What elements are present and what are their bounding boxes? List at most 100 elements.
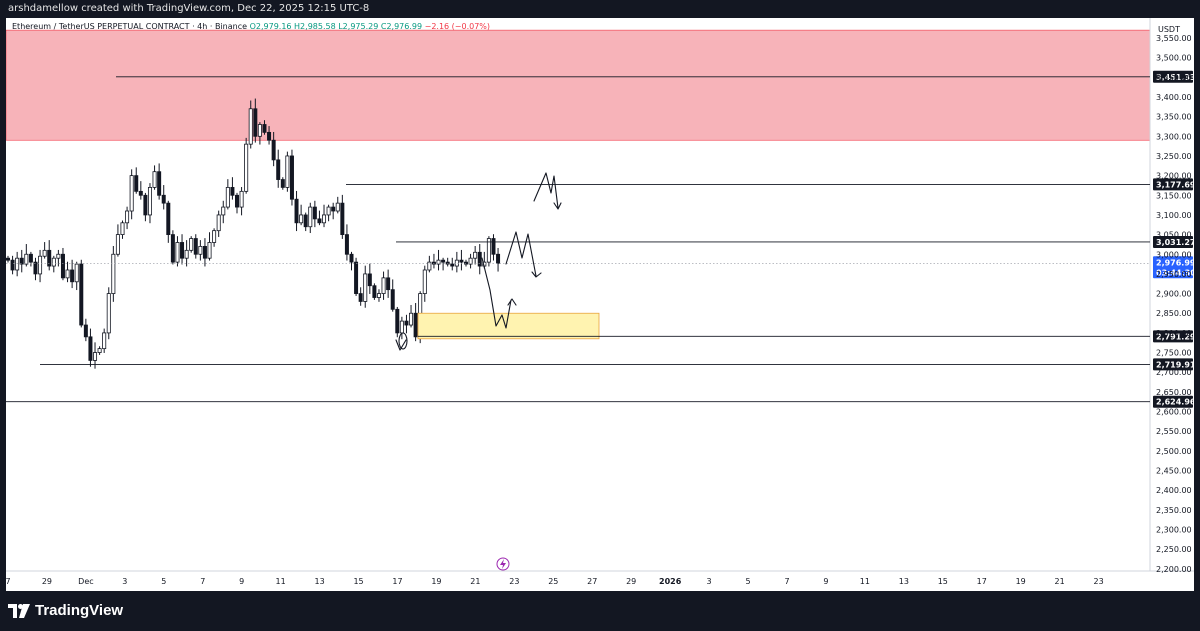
- candle-down: [496, 253, 501, 264]
- candle-up: [335, 202, 340, 212]
- candle-up: [468, 257, 473, 265]
- y-tick-label: 3,350.00: [1156, 113, 1192, 122]
- candle-down: [262, 124, 267, 133]
- candle-down: [413, 312, 418, 338]
- candle-up: [97, 348, 102, 353]
- candle-down: [390, 289, 395, 310]
- candle-down: [491, 238, 496, 255]
- y-tick-label: 2,500.00: [1156, 447, 1192, 456]
- y-tick-label: 3,300.00: [1156, 132, 1192, 141]
- x-tick-label: 21: [470, 577, 480, 586]
- x-tick-label: 3: [707, 577, 712, 586]
- candle-down: [386, 277, 391, 291]
- candle-down: [367, 273, 372, 287]
- candle-up: [322, 214, 327, 224]
- x-tick-label: 21: [1055, 577, 1065, 586]
- candle-up: [239, 190, 244, 208]
- demand-zone: [417, 312, 600, 340]
- candle-up: [74, 263, 79, 283]
- candle-up: [198, 245, 203, 255]
- candle-up: [285, 155, 290, 188]
- candle-down: [303, 214, 308, 228]
- candle-down: [6, 257, 10, 261]
- level-badge: [1153, 235, 1193, 248]
- ohlc-values: O2,979.16 H2,985.58 L2,975.29 C2,976.99: [249, 22, 423, 31]
- candle-down: [47, 249, 52, 267]
- candle-up: [225, 187, 230, 208]
- x-tick-label: 15: [938, 577, 948, 586]
- candle-down: [157, 171, 162, 196]
- candle-down: [161, 194, 166, 204]
- countdown-label: 03:44:30: [1156, 268, 1194, 277]
- y-tick-label: 3,500.00: [1156, 54, 1192, 63]
- chart-canvas[interactable]: 3,451.33 3,177.69 3,031.27 2,791.29 2,719.91…: [6, 18, 1194, 591]
- y-tick-label: 3,050.00: [1156, 231, 1192, 240]
- candle-up: [111, 253, 116, 294]
- y-tick-label: 3,550.00: [1156, 34, 1192, 43]
- y-tick-label: 2,850.00: [1156, 309, 1192, 318]
- level-badge: [1153, 70, 1193, 83]
- candle-down: [134, 175, 139, 192]
- candle-up: [221, 206, 226, 216]
- x-tick-label: 17: [977, 577, 987, 586]
- x-tick-label: 11: [276, 577, 286, 586]
- level-badge: [1153, 330, 1193, 343]
- attribution-text: arshdamellow created with TradingView.co…: [8, 3, 370, 14]
- y-tick-label: 2,200.00: [1156, 565, 1192, 574]
- candle-up: [189, 238, 194, 251]
- x-tick-label: 5: [746, 577, 751, 586]
- candle-up: [427, 261, 432, 271]
- candle-up: [106, 293, 111, 334]
- candle-down: [19, 257, 24, 265]
- candle-up: [24, 253, 29, 265]
- x-tick-label: 2026: [659, 577, 682, 586]
- candle-down: [193, 238, 198, 255]
- y-tick-label: 2,900.00: [1156, 290, 1192, 299]
- x-tick-label: 9: [823, 577, 828, 586]
- level-badge-label: 2,624.96: [1156, 398, 1194, 407]
- x-tick-label: 15: [353, 577, 363, 586]
- candle-down: [354, 261, 359, 294]
- candle-up: [422, 269, 427, 294]
- tradingview-logo-icon: [8, 603, 30, 618]
- x-tick-label: 7: [200, 577, 205, 586]
- candle-down: [267, 131, 272, 141]
- candle-down: [459, 259, 464, 263]
- symbol-legend: Ethereum / TetherUS PERPETUAL CONTRACT ·…: [12, 22, 490, 31]
- x-tick-label: Dec: [78, 577, 93, 586]
- annotation-path-lower: [481, 257, 517, 329]
- level-badge-label: 3,031.27: [1156, 238, 1194, 247]
- currency-label: USDT: [1158, 25, 1180, 34]
- candle-down: [276, 159, 281, 180]
- candle-up: [184, 249, 189, 259]
- lightning-bolt-icon: [500, 559, 506, 569]
- candle-up: [175, 242, 180, 263]
- y-tick-label: 3,000.00: [1156, 250, 1192, 259]
- annotation-tick: [395, 339, 407, 351]
- lightning-icon[interactable]: [496, 557, 510, 571]
- annotation-path-upper: [533, 172, 562, 210]
- candle-up: [308, 206, 313, 228]
- y-tick-label: 2,450.00: [1156, 467, 1192, 476]
- level-badge-label: 3,177.69: [1156, 180, 1194, 189]
- last-price-badge: [1153, 256, 1193, 279]
- candle-down: [477, 251, 482, 267]
- candle-down: [331, 206, 336, 212]
- candle-down: [441, 259, 446, 263]
- y-tick-label: 3,100.00: [1156, 211, 1192, 220]
- candle-up: [486, 238, 491, 263]
- x-tick-label: 7: [6, 577, 11, 586]
- y-tick-label: 3,150.00: [1156, 191, 1192, 200]
- y-tick-label: 2,650.00: [1156, 388, 1192, 397]
- candle-down: [138, 190, 143, 196]
- candle-down: [33, 261, 38, 275]
- chart-frame[interactable]: 3,451.33 3,177.69 3,031.27 2,791.29 2,719.91…: [6, 18, 1194, 591]
- y-tick-label: 2,950.00: [1156, 270, 1192, 279]
- candle-up: [326, 206, 331, 216]
- candle-up: [152, 171, 157, 188]
- candle-down: [395, 308, 400, 334]
- candle-down: [317, 218, 322, 224]
- x-tick-label: 7: [784, 577, 789, 586]
- candle-up: [244, 143, 249, 192]
- tradingview-logo: TradingView: [8, 602, 123, 619]
